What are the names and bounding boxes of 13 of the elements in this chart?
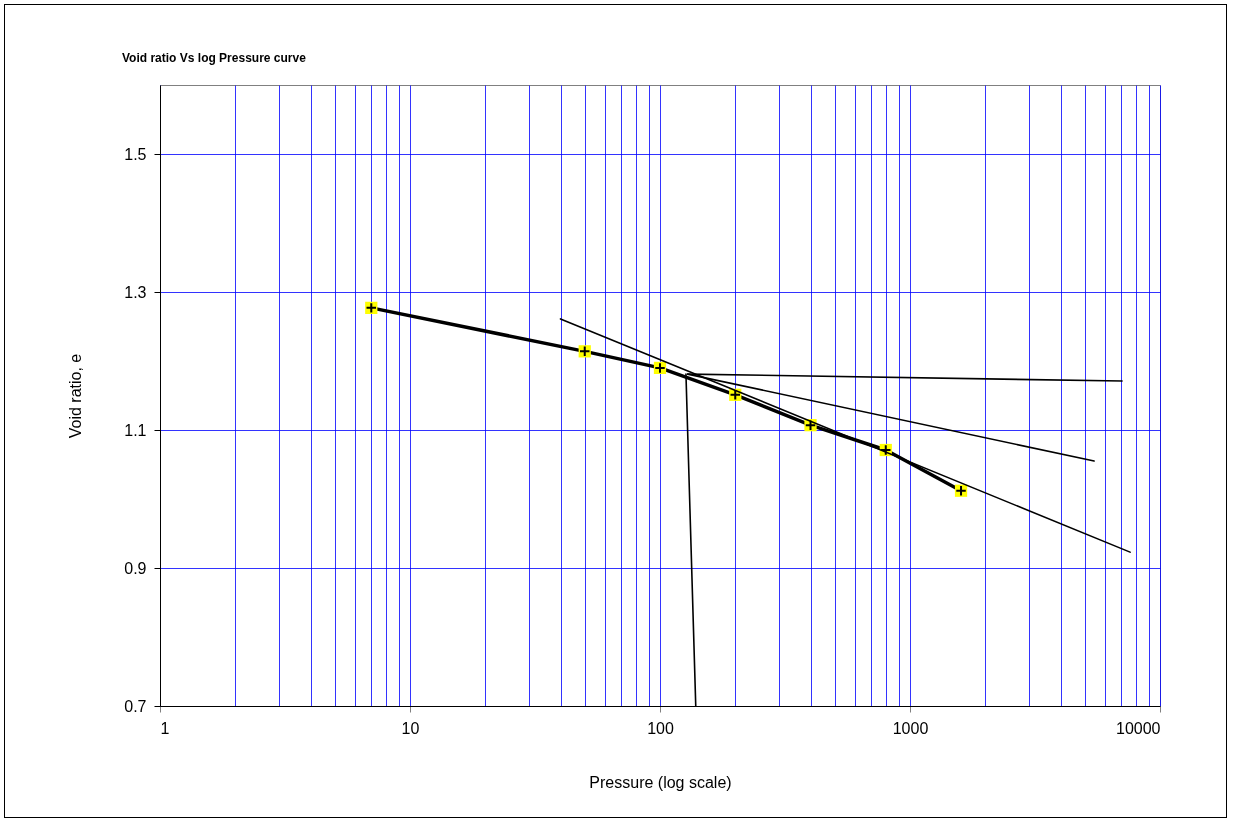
y-tick-label: 0.7 [124,697,147,715]
y-tick-label: 1.3 [124,283,147,301]
x-tick-label: 10 [401,719,420,737]
x-tick-label: 1 [160,719,170,737]
x-tick-label: 1000 [892,719,929,737]
x-axis-title: Pressure (log scale) [589,773,732,791]
y-tick-label: 1.1 [124,421,147,439]
x-tick-label: 10000 [1116,719,1161,737]
y-axis-title: Void ratio, e [67,353,85,439]
x-tick-label: 100 [647,719,674,737]
y-tick-label: 0.9 [124,559,147,577]
chart-title: Void ratio Vs log Pressure curve [122,51,307,65]
y-tick-label: 1.5 [124,145,147,163]
